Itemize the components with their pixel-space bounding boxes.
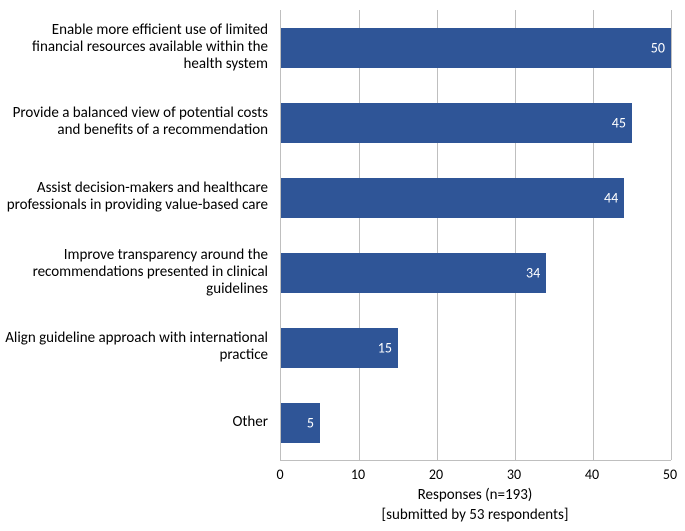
- bar: 50: [281, 28, 671, 68]
- gridline: [359, 10, 360, 460]
- bar-value-label: 44: [604, 189, 618, 206]
- bar-row: 34: [281, 253, 671, 293]
- y-axis-category-label: Improve transparency around the recommen…: [0, 247, 268, 299]
- gridline: [593, 10, 594, 460]
- x-axis-tick-label: 50: [663, 466, 677, 483]
- bar-value-label: 15: [378, 339, 392, 356]
- responses-bar-chart: 50 45 44 34 15 5 Enable more efficient use of…: [0, 0, 685, 531]
- bar: 44: [281, 178, 624, 218]
- bar-value-label: 5: [307, 414, 314, 431]
- bar-value-label: 50: [651, 39, 665, 56]
- bar: 5: [281, 403, 320, 443]
- bar-row: 45: [281, 103, 671, 143]
- gridline: [515, 10, 516, 460]
- x-axis-tick-label: 10: [351, 466, 365, 483]
- x-axis-title-line2: [submitted by 53 respondents]: [280, 506, 670, 524]
- bar: 45: [281, 103, 632, 143]
- gridline: [671, 10, 672, 460]
- y-axis-category-label: Other: [0, 414, 268, 431]
- y-axis-category-label: Enable more efficient use of limited fin…: [0, 22, 268, 74]
- bar-row: 50: [281, 28, 671, 68]
- gridline: [437, 10, 438, 460]
- bar-value-label: 34: [526, 264, 540, 281]
- x-axis-tick-label: 40: [585, 466, 599, 483]
- bar-value-label: 45: [612, 114, 626, 131]
- x-axis-tick-label: 30: [507, 466, 521, 483]
- bar-row: 5: [281, 403, 671, 443]
- x-axis-title-line1: Responses (n=193): [280, 486, 670, 504]
- y-axis-category-label: Assist decision-makers and healthcare pr…: [0, 180, 268, 215]
- y-axis-category-label: Align guideline approach with internatio…: [0, 330, 268, 365]
- y-axis-category-label: Provide a balanced view of potential cos…: [0, 105, 268, 140]
- plot-area: 50 45 44 34 15 5: [280, 10, 671, 461]
- x-axis-tick-label: 20: [429, 466, 443, 483]
- bar: 34: [281, 253, 546, 293]
- bar: 15: [281, 328, 398, 368]
- x-axis-tick-label: 0: [276, 466, 283, 483]
- bar-row: 44: [281, 178, 671, 218]
- bar-row: 15: [281, 328, 671, 368]
